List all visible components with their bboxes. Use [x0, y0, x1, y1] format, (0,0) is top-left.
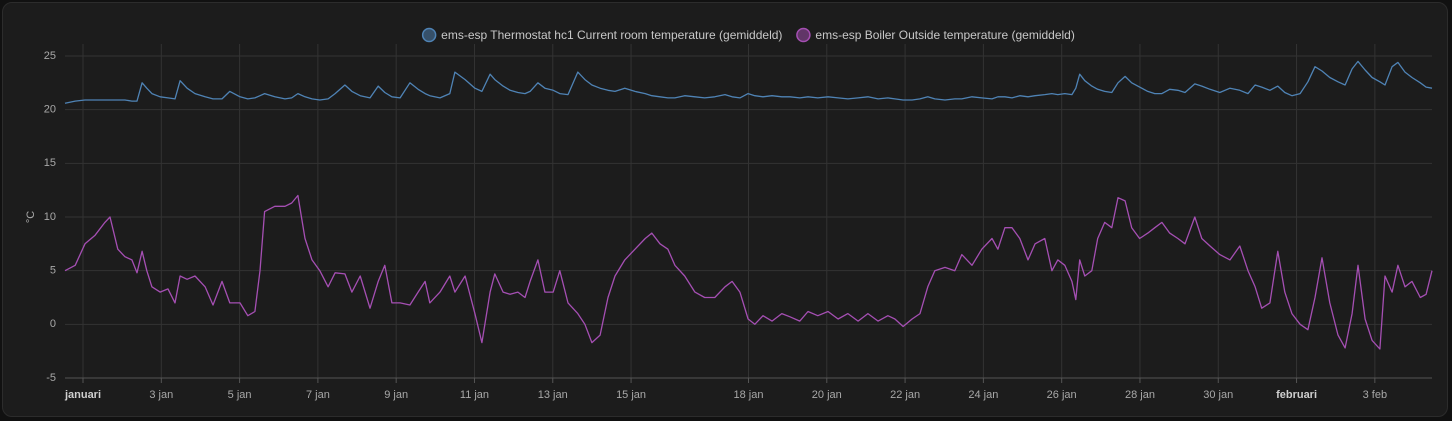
data-line — [64, 60, 1433, 104]
legend-label: ems-esp Boiler Outside temperature (gemi… — [815, 28, 1074, 42]
x-tick-label: 11 jan — [460, 389, 489, 401]
y-tick-label: 10 — [44, 211, 56, 223]
x-tick-label: 7 jan — [306, 389, 330, 401]
x-tick-label: 22 jan — [890, 389, 920, 401]
legend-item[interactable]: ems-esp Boiler Outside temperature (gemi… — [796, 27, 1075, 43]
x-tick-label: 15 jan — [616, 389, 646, 401]
x-tick-label: januari — [64, 389, 101, 401]
x-tick-label: 26 jan — [1047, 389, 1077, 401]
legend-swatch — [421, 27, 437, 43]
x-tick-label: 18 jan — [734, 389, 764, 401]
x-tick-label: 3 feb — [1363, 389, 1387, 401]
y-tick-label: 20 — [44, 104, 56, 116]
x-tick-label: 24 jan — [968, 389, 998, 401]
x-tick-label: 20 jan — [812, 389, 842, 401]
legend-item[interactable]: ems-esp Thermostat hc1 Current room temp… — [421, 27, 783, 43]
x-tick-label: 3 jan — [149, 389, 173, 401]
x-tick-label: 13 jan — [538, 389, 568, 401]
legend-label: ems-esp Thermostat hc1 Current room temp… — [441, 28, 782, 42]
x-tick-label: 9 jan — [384, 389, 408, 401]
x-tick-label: 5 jan — [228, 389, 252, 401]
y-tick-label: -5 — [46, 372, 56, 384]
y-tick-label: 15 — [44, 157, 56, 169]
y-axis-label: °C — [25, 211, 37, 223]
x-tick-label: februari — [1276, 389, 1317, 401]
y-tick-label: 5 — [50, 265, 56, 277]
legend-swatch — [796, 27, 811, 43]
legend: ems-esp Thermostat hc1 Current room temp… — [421, 27, 1075, 43]
x-tick-label: 28 jan — [1125, 389, 1155, 401]
data-line — [64, 194, 1433, 350]
y-tick-label: 0 — [50, 318, 56, 330]
y-tick-label: 25 — [44, 50, 56, 62]
x-tick-label: 30 jan — [1203, 389, 1233, 401]
